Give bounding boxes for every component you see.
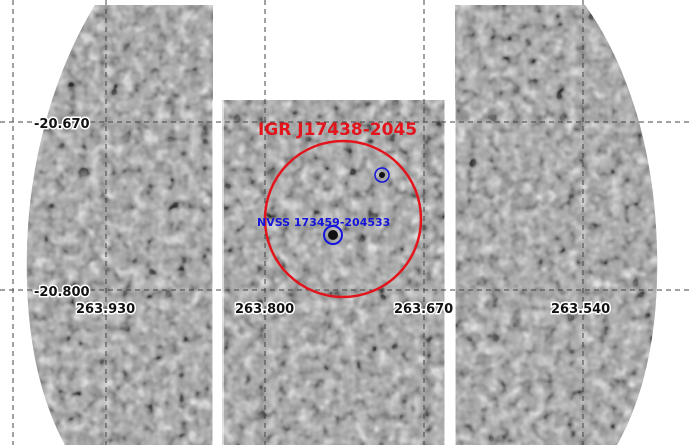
ra-label-1: 263.930	[76, 302, 135, 317]
source-label: IGR J17438-2045	[258, 120, 417, 140]
error-circle	[263, 139, 423, 299]
counterpart-marker-main	[323, 225, 343, 245]
counterpart-label: NVSS 173459-204533	[257, 216, 390, 229]
ra-label-3: 263.670	[394, 302, 453, 317]
ra-label-2: 263.800	[235, 302, 294, 317]
bright-spot-main	[328, 230, 338, 240]
dec-label-2: -20.800	[34, 285, 90, 300]
dec-label-1: -20.670	[34, 117, 90, 132]
counterpart-marker-secondary	[374, 167, 390, 183]
bright-spot-secondary	[379, 172, 385, 178]
ra-label-4: 263.540	[551, 302, 610, 317]
